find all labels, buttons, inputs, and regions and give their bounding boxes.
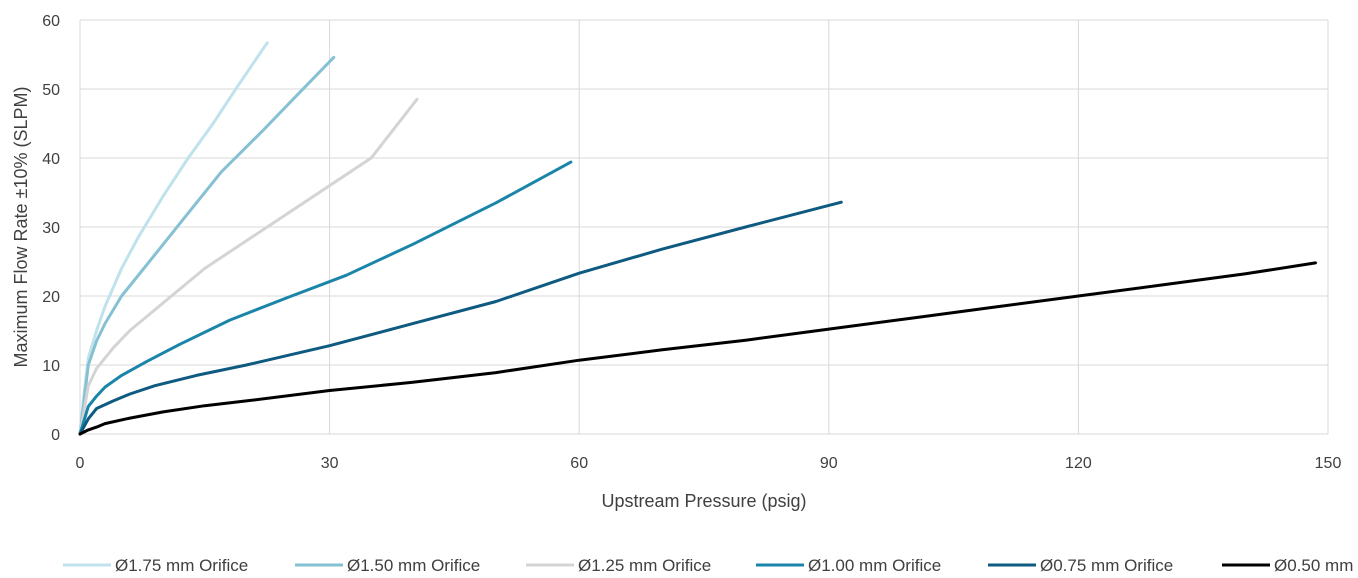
x-tick-label: 90: [820, 455, 838, 472]
series-lines: [78, 41, 1317, 436]
y-axis-title: Maximum Flow Rate ±10% (SLPM): [11, 87, 31, 368]
legend-label: Ø1.25 mm Orifice: [578, 556, 711, 575]
x-tick-label: 0: [76, 455, 85, 472]
legend-label: Ø0.50 mm Orifice: [1274, 556, 1358, 575]
x-tick-label: 150: [1315, 455, 1342, 472]
legend-label: Ø1.00 mm Orifice: [808, 556, 941, 575]
x-axis-title: Upstream Pressure (psig): [601, 491, 806, 511]
y-tick-label: 60: [42, 13, 60, 30]
x-tick-label: 30: [321, 455, 339, 472]
legend-label: Ø1.75 mm Orifice: [115, 556, 248, 575]
x-tick-label: 120: [1065, 455, 1092, 472]
series-line: [78, 41, 269, 436]
legend: Ø1.75 mm Orifice Ø1.50 mm Orifice Ø1.25 mm…: [63, 556, 1358, 575]
legend-label: Ø0.75 mm Orifice: [1040, 556, 1173, 575]
y-tick-label: 0: [51, 427, 60, 444]
x-axis-ticks: 0 30 60 90 120 150: [76, 455, 1342, 472]
series-line: [78, 160, 573, 436]
series-line: [78, 55, 336, 436]
y-axis-ticks: 0 10 20 30 40 50 60: [42, 13, 60, 444]
x-tick-label: 60: [570, 455, 588, 472]
series-line: [78, 97, 419, 436]
legend-label: Ø1.50 mm Orifice: [347, 556, 480, 575]
series-line: [78, 200, 843, 436]
y-tick-label: 30: [42, 220, 60, 237]
y-tick-label: 20: [42, 289, 60, 306]
y-tick-label: 50: [42, 82, 60, 99]
y-tick-label: 10: [42, 358, 60, 375]
series-line: [78, 261, 1317, 436]
y-tick-label: 40: [42, 151, 60, 168]
